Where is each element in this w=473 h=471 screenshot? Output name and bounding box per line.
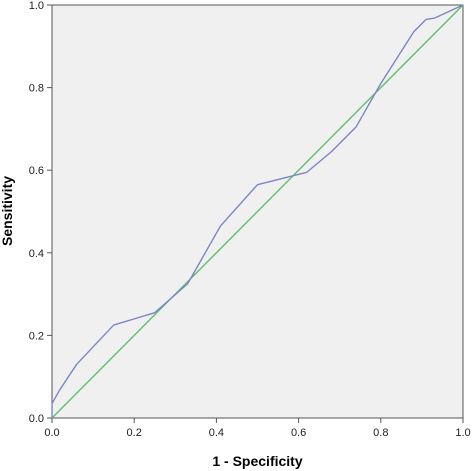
x-tick-label: 0.2 (127, 427, 142, 439)
x-tick-label: 0.4 (209, 427, 224, 439)
y-tick-label: 1.0 (29, 0, 44, 12)
reference-diagonal-line (51, 4, 464, 419)
x-axis-ticks: 0.0 0.2 0.4 0.6 0.8 1.0 (44, 418, 471, 439)
y-axis-ticks: 0.0 0.2 0.4 0.6 0.8 1.0 (29, 0, 52, 425)
x-tick-label: 1.0 (455, 427, 470, 439)
y-tick-label: 0.4 (29, 248, 44, 260)
x-tick-label: 0.6 (291, 427, 306, 439)
y-tick-label: 0.2 (29, 330, 44, 342)
y-axis-title: Sensitivity (0, 176, 15, 246)
roc-curve-line (51, 4, 464, 418)
y-tick-label: 0.8 (29, 83, 44, 95)
y-tick-label: 0.0 (29, 413, 44, 425)
x-tick-label: 0.0 (44, 427, 59, 439)
series-lines (51, 4, 464, 419)
x-axis-title: 1 - Specificity (212, 453, 302, 469)
y-tick-label: 0.6 (29, 165, 44, 177)
x-tick-label: 0.8 (373, 427, 388, 439)
